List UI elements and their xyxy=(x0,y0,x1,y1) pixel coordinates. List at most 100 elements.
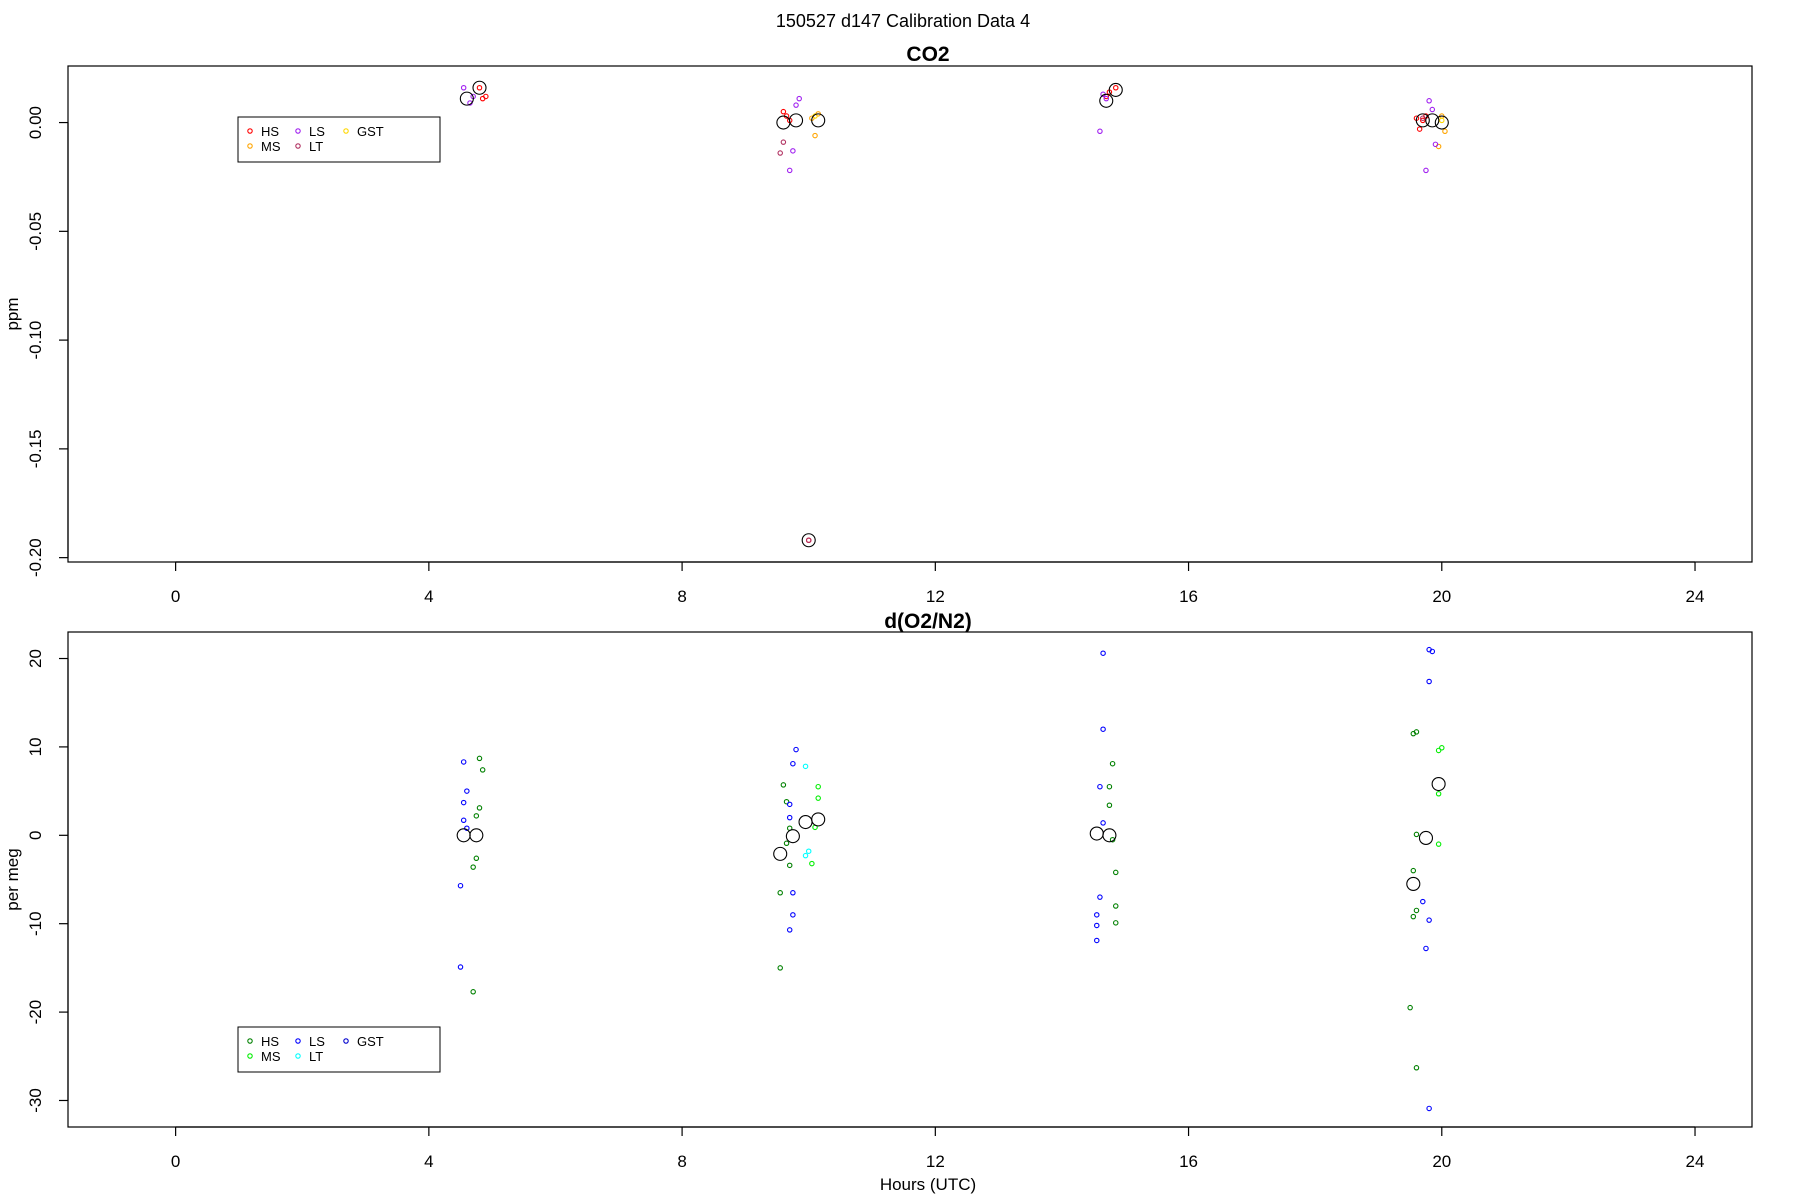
mean-marker xyxy=(1425,113,1440,128)
series-ls xyxy=(457,646,1436,1112)
o2n2-panel: d(O2/N2) 0 4 8 12 16 20 24 Hours (UTC) 20 10 0 -10 -2… xyxy=(3,610,1753,1194)
y-tick-label: 20 xyxy=(26,649,45,668)
y-tick-label: -30 xyxy=(26,1088,45,1113)
data-point xyxy=(483,93,489,100)
data-point xyxy=(1426,1105,1432,1112)
x-tick-label: 20 xyxy=(1432,587,1451,606)
data-point xyxy=(1426,98,1432,104)
data-point xyxy=(777,150,783,156)
data-point xyxy=(1423,167,1429,174)
data-point xyxy=(1113,869,1119,876)
series-lt xyxy=(777,115,1426,543)
data-point xyxy=(1410,867,1417,874)
data-point xyxy=(1113,903,1119,909)
mean-marker xyxy=(1108,82,1123,97)
data-point xyxy=(1094,937,1100,944)
legend-marker xyxy=(343,1038,349,1044)
data-point xyxy=(1113,85,1119,91)
data-point xyxy=(1426,917,1432,923)
y-tick-label: 0.00 xyxy=(26,106,45,139)
data-point xyxy=(780,139,787,145)
data-point xyxy=(812,132,818,139)
data-point xyxy=(783,798,790,805)
data-point xyxy=(780,782,787,788)
data-point xyxy=(1435,841,1442,847)
data-point xyxy=(1413,831,1420,838)
legend-label: LS xyxy=(309,124,325,139)
data-point xyxy=(786,862,793,869)
mean-marker xyxy=(1431,776,1446,792)
mean-marker xyxy=(469,828,484,843)
mean-marker xyxy=(811,812,826,827)
x-tick-label: 20 xyxy=(1432,1152,1451,1171)
data-point xyxy=(802,763,809,770)
mean-marker xyxy=(801,533,816,548)
data-point xyxy=(1103,95,1110,102)
mean-marker xyxy=(776,115,791,130)
mean-marker xyxy=(785,829,800,844)
data-point xyxy=(1435,747,1442,754)
legend-marker xyxy=(247,128,253,134)
x-tick-label: 4 xyxy=(424,587,433,606)
data-point xyxy=(476,805,483,811)
series-hs xyxy=(470,729,1420,1071)
data-point xyxy=(1442,128,1448,135)
legend-label: MS xyxy=(261,1049,281,1064)
y-tick-label: -0.15 xyxy=(26,430,45,469)
data-point xyxy=(1423,945,1429,952)
legend-label: GST xyxy=(357,124,384,139)
data-point xyxy=(1097,783,1103,790)
data-point xyxy=(790,148,796,154)
y-tick-label: -0.05 xyxy=(26,212,45,251)
y-axis-label: ppm xyxy=(3,297,22,330)
x-tick-label: 4 xyxy=(424,1152,433,1171)
data-point xyxy=(1426,678,1432,685)
legend-box xyxy=(237,116,441,163)
legend: HS LS GST MS LT xyxy=(237,116,441,163)
mean-marker xyxy=(456,828,471,843)
data-point xyxy=(476,85,483,91)
data-point xyxy=(802,852,809,859)
data-point xyxy=(1097,894,1103,900)
data-point xyxy=(1407,1004,1413,1011)
mean-marker xyxy=(1099,93,1114,108)
legend-label: LT xyxy=(309,139,323,154)
data-point xyxy=(457,964,464,970)
x-tick-label: 12 xyxy=(926,587,945,606)
data-point xyxy=(790,890,796,896)
x-tick-label: 24 xyxy=(1686,587,1705,606)
legend-marker xyxy=(247,1053,253,1059)
legend-marker xyxy=(247,1038,253,1044)
data-point xyxy=(479,767,486,773)
data-point xyxy=(1416,126,1423,132)
mean-marker xyxy=(1434,115,1449,130)
data-point xyxy=(1109,760,1116,767)
x-tick-label: 24 xyxy=(1686,1152,1705,1171)
legend-label: HS xyxy=(261,1034,279,1049)
data-point xyxy=(470,864,476,870)
data-point xyxy=(777,890,783,896)
data-point xyxy=(777,965,783,971)
x-tick-label: 0 xyxy=(171,1152,180,1171)
x-axis-label: Hours (UTC) xyxy=(880,1175,976,1194)
data-point xyxy=(460,85,467,91)
data-point xyxy=(1094,912,1100,918)
data-point xyxy=(460,759,467,765)
x-tick-label: 8 xyxy=(677,587,686,606)
data-point xyxy=(793,746,799,753)
data-point xyxy=(815,795,821,801)
data-point xyxy=(1420,115,1426,121)
data-point xyxy=(460,799,467,806)
mean-marker xyxy=(459,91,474,106)
data-point xyxy=(1432,141,1439,148)
legend-label: LT xyxy=(309,1049,323,1064)
y-tick-label: -0.20 xyxy=(26,538,45,577)
data-point xyxy=(809,860,815,867)
data-point xyxy=(1439,745,1445,751)
data-point xyxy=(1439,117,1445,124)
mean-marker xyxy=(1418,830,1434,846)
x-tick-label: 16 xyxy=(1179,1152,1198,1171)
data-point xyxy=(464,825,470,831)
data-point xyxy=(464,788,470,794)
